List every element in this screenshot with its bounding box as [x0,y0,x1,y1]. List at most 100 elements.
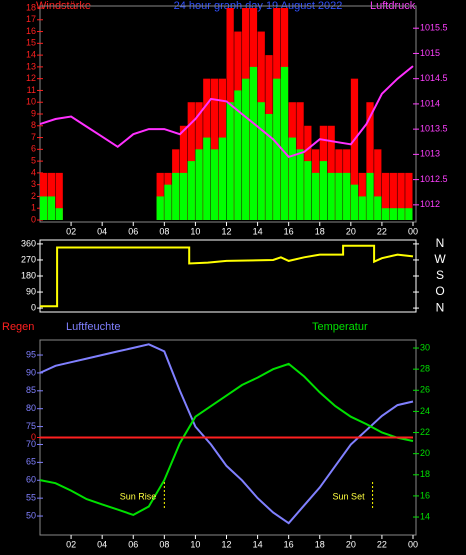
bar [55,172,63,220]
y-tick-label: 6 [31,144,36,154]
y-tick-label: 9 [31,108,36,118]
x-tick-label: 06 [128,539,138,549]
y-tick-label: 90 [26,367,36,377]
x-tick-label: 02 [66,539,76,549]
rain-label: Regen [2,321,34,333]
y2-tick-label: 24 [420,406,430,416]
temperature-label: Temperatur [312,321,368,333]
y-tick-label: 2 [31,191,36,201]
bar [350,184,359,220]
y-tick-label: 12 [26,73,36,83]
bar [389,208,397,220]
y-tick-label: 17 [26,14,36,24]
bar [47,196,56,220]
x-tick-label: 22 [377,539,387,549]
y-tick-label: 3 [31,179,36,189]
bar [350,78,359,220]
y-tick-label: 270 [21,254,36,264]
y-tick-label: 16 [26,26,36,36]
y-tick-label: 7 [31,132,36,142]
x-tick-label: 16 [284,226,294,236]
bar [358,196,366,220]
x-tick-label: 10 [190,539,200,549]
y2-tick-label: S [436,268,444,282]
x-tick-label: 04 [97,226,107,236]
y-tick-label: 1 [31,203,36,213]
annotation: Sun Rise [120,491,157,501]
y2-tick-label: 18 [420,469,430,479]
line [39,65,414,159]
bar [226,102,234,220]
y2-tick-label: 1015.5 [420,23,448,33]
y3-tick-label: 0 [31,432,36,442]
y2-tick-label: 14 [420,511,430,521]
x-tick-label: 00 [408,539,418,549]
x-tick-label: 12 [221,226,231,236]
y2-tick-label: 1013 [420,149,440,159]
y2-tick-label: 1015 [420,48,440,58]
y2-tick-label: 28 [420,364,430,374]
y-tick-label: 0 [31,302,36,312]
bar [249,66,258,220]
y-tick-label: 180 [21,270,36,280]
bar [218,137,226,220]
bar [311,172,320,220]
y-tick-label: 11 [27,85,36,95]
bar [265,114,273,220]
bar [234,90,242,220]
y2-tick-label: 22 [420,427,430,437]
x-tick-label: 18 [315,539,325,549]
x-tick-label: 20 [346,226,356,236]
x-tick-label: 08 [159,226,169,236]
bar [40,196,48,220]
bar [374,196,382,220]
y2-tick-label: 1013.5 [420,124,448,134]
bar [366,172,374,220]
x-tick-label: 14 [253,539,263,549]
y-tick-label: 50 [26,510,36,520]
bar [366,102,374,220]
line [39,362,414,516]
line [40,244,414,308]
bar [397,208,405,220]
y-tick-label: 60 [26,475,36,485]
x-tick-label: 02 [66,226,76,236]
y-tick-label: 80 [26,403,36,413]
y-tick-label: 0 [31,214,36,224]
y-tick-label: 85 [26,385,36,395]
y-tick-label: 360 [21,238,36,248]
y-tick-label: 90 [26,286,36,296]
bar [203,137,211,220]
x-tick-label: 00 [408,226,418,236]
annotation: Sun Set [333,491,366,501]
y2-tick-label: 16 [420,490,430,500]
bar [280,66,289,220]
bar [296,149,304,220]
x-tick-label: 14 [253,226,263,236]
bar [156,196,164,220]
bar [288,137,296,220]
bar [335,172,343,220]
x-tick-label: 22 [377,226,387,236]
bar [187,161,195,220]
bar [381,208,390,220]
x-tick-label: 18 [315,226,325,236]
x-tick-label: 10 [190,226,200,236]
y2-tick-label: 1014 [420,98,440,108]
y-tick-label: 65 [26,457,36,467]
x-tick-label: 06 [128,226,138,236]
bar [172,172,180,220]
line [39,343,414,525]
y2-tick-label: 20 [420,448,430,458]
y2-tick-label: 1014.5 [420,73,448,83]
y-tick-label: 15 [26,38,36,48]
bar [195,149,203,220]
y2-tick-label: 30 [420,342,430,352]
x-tick-label: 04 [97,539,107,549]
y2-tick-label: O [435,284,444,298]
y2-tick-label: 1012.5 [420,174,448,184]
y-tick-label: 75 [26,421,36,431]
bar [343,172,351,220]
bar [405,172,413,220]
